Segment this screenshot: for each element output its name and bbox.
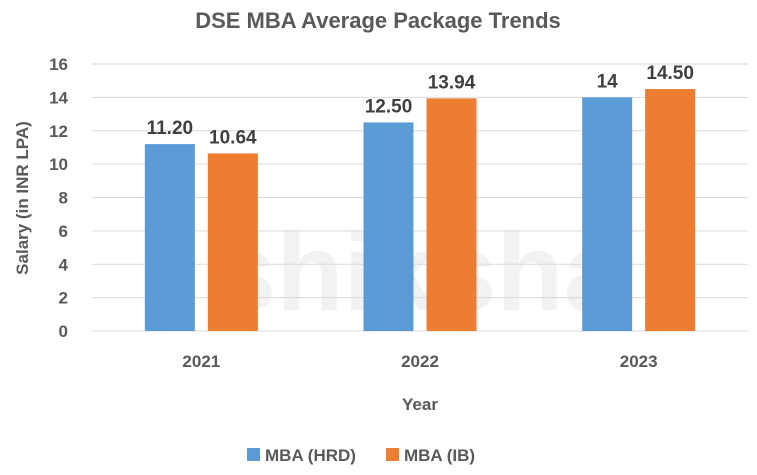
- x-tick-label: 2023: [620, 352, 658, 371]
- legend-swatch: [247, 448, 260, 461]
- y-tick-label: 0: [59, 322, 68, 341]
- bar: [645, 89, 696, 331]
- bar: [582, 97, 633, 331]
- data-label: 10.64: [209, 127, 257, 148]
- bar: [426, 98, 477, 331]
- y-tick-label: 4: [59, 255, 69, 274]
- legend-swatch: [385, 448, 399, 461]
- legend-label: MBA (HRD): [265, 446, 356, 465]
- watermark-logo: shiksha: [215, 211, 625, 334]
- x-tick-label: 2022: [401, 352, 439, 371]
- data-label: 12.50: [365, 96, 413, 117]
- y-tick-label: 2: [59, 289, 68, 308]
- x-tick-label: 2021: [182, 352, 220, 371]
- y-tick-label: 12: [49, 122, 68, 141]
- y-axis-label: Salary (in INR LPA): [13, 121, 32, 275]
- bar: [144, 144, 195, 331]
- data-label: 13.94: [428, 72, 476, 93]
- y-tick-label: 14: [49, 88, 68, 107]
- bar: [363, 122, 414, 331]
- y-tick-label: 16: [49, 55, 68, 74]
- y-tick-label: 10: [49, 155, 68, 174]
- y-tick-label: 8: [59, 189, 68, 208]
- y-tick-label: 6: [59, 222, 68, 241]
- data-label: 14: [597, 71, 619, 92]
- data-label: 14.50: [646, 63, 694, 84]
- data-label: 11.20: [147, 118, 194, 139]
- legend-label: MBA (IB): [404, 446, 475, 465]
- x-axis-label: Year: [402, 395, 438, 414]
- chart-title: DSE MBA Average Package Trends: [195, 8, 561, 33]
- bar: [207, 153, 258, 331]
